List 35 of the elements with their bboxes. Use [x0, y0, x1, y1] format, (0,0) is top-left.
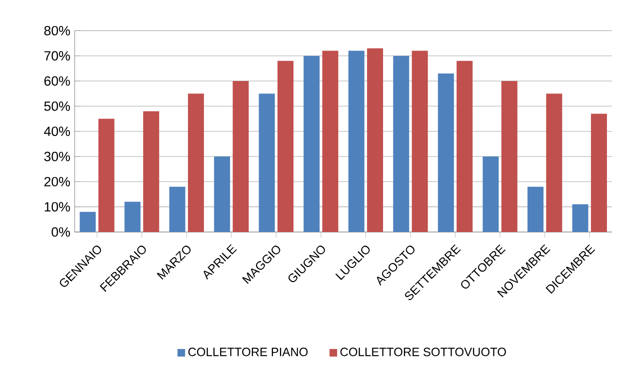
bar: [456, 60, 473, 232]
bar: [322, 50, 338, 232]
bar: [98, 118, 114, 232]
y-tick-label: 10%: [44, 202, 70, 212]
bar: [80, 212, 96, 232]
legend-label: COLLETTORE SOTTOVUOTO: [340, 348, 506, 356]
bar: [590, 114, 607, 232]
bar: [232, 81, 249, 232]
y-tick-label: 70%: [44, 51, 70, 61]
bar: [412, 50, 428, 232]
y-tick-label: 80%: [44, 26, 70, 36]
bar: [393, 56, 410, 232]
y-tick-label: 40%: [44, 126, 70, 136]
bar: [214, 156, 230, 232]
bar: [348, 50, 364, 232]
bar: [143, 111, 160, 232]
y-tick-label: 20%: [44, 176, 70, 186]
bar: [258, 94, 275, 232]
y-tick-label: 30%: [44, 152, 70, 162]
bar: [304, 56, 320, 232]
bar: [482, 156, 499, 232]
y-tick-label: 60%: [44, 76, 70, 86]
y-tick-label: 0%: [52, 227, 70, 237]
bar: [501, 81, 518, 232]
bar: [572, 204, 588, 232]
bar: [527, 186, 544, 232]
y-tick-label: 50%: [44, 101, 70, 111]
bar: [367, 48, 384, 232]
bar: [278, 60, 294, 232]
bar: [124, 202, 141, 232]
legend-label: COLLETTORE PIANO: [188, 348, 308, 356]
bar: [169, 186, 186, 232]
bar: [188, 94, 204, 232]
bar: [546, 94, 562, 232]
bar: [438, 73, 454, 232]
